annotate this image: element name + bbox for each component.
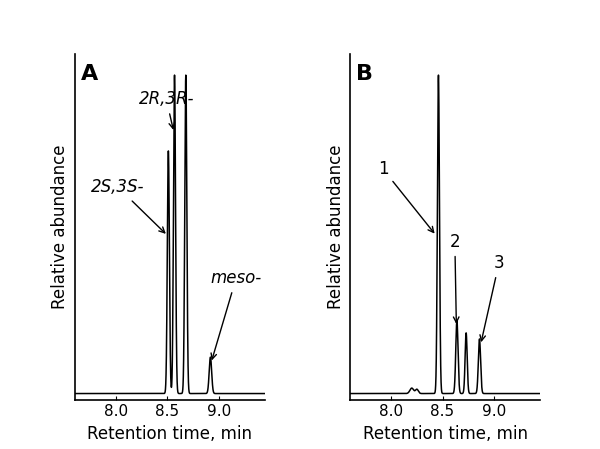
Text: 2: 2 [449, 233, 460, 322]
Y-axis label: Relative abundance: Relative abundance [326, 145, 344, 309]
Text: A: A [80, 64, 98, 84]
X-axis label: Retention time, min: Retention time, min [88, 425, 253, 443]
Text: 2S,3S-: 2S,3S- [91, 178, 165, 233]
X-axis label: Retention time, min: Retention time, min [362, 425, 527, 443]
Text: 2R,3R-: 2R,3R- [139, 90, 194, 128]
Text: meso-: meso- [211, 269, 262, 359]
Text: 3: 3 [480, 254, 504, 341]
Text: 1: 1 [378, 160, 434, 233]
Text: B: B [356, 64, 373, 84]
Y-axis label: Relative abundance: Relative abundance [52, 145, 70, 309]
